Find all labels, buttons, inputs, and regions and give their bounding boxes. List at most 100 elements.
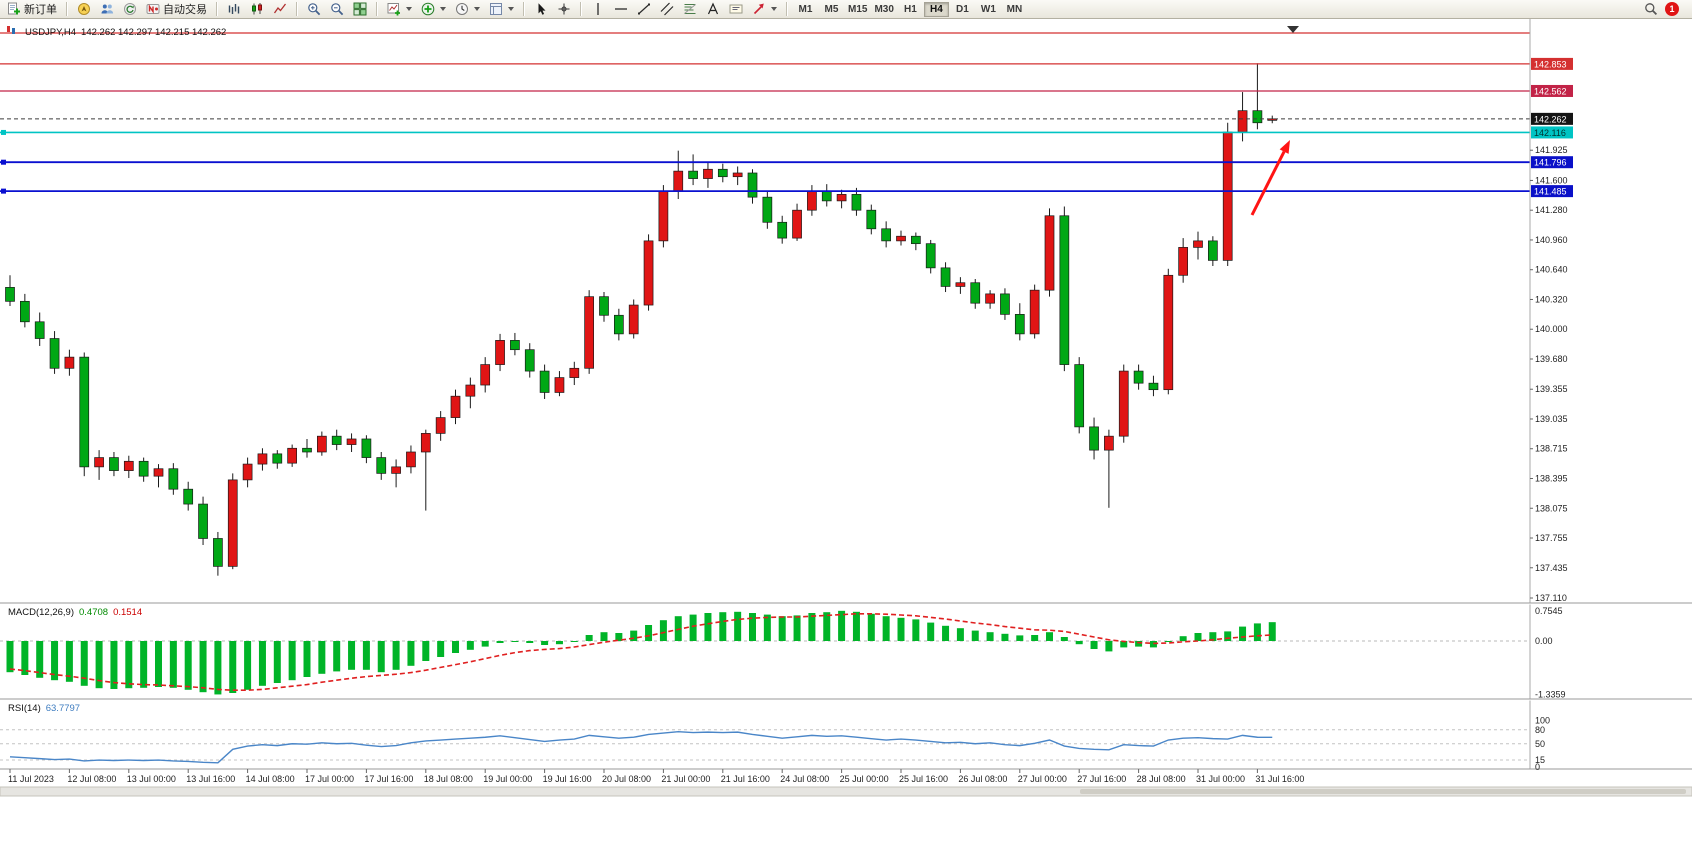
line-anchor[interactable] [1,159,6,165]
line-anchor[interactable] [1,188,6,194]
time-axis: 11 Jul 2023 12 Jul 08:00 13 Jul 00:00 13 Ju… [8,769,1304,784]
trend-arrow-annotation[interactable] [1250,140,1290,216]
new-order-button[interactable]: 新订单 [3,1,61,18]
timeframe-m5-button[interactable]: M5 [819,2,844,17]
timeframe-w1-button[interactable]: W1 [976,2,1001,17]
price-axis: 141.925 141.600 141.280 140.960 140.640 140.3… [1530,145,1568,603]
search-button[interactable] [1644,2,1658,16]
svg-text:21 Jul 16:00: 21 Jul 16:00 [721,774,770,784]
svg-text:80: 80 [1535,725,1545,735]
macd-signal-value: 0.1514 [113,607,143,618]
macd-histogram [6,610,1276,695]
chart-ohlc-title: USDJPY,H4 142.262 142.297 142.215 142.26… [6,25,226,39]
svg-text:25 Jul 00:00: 25 Jul 00:00 [840,774,889,784]
candle-down [539,370,550,393]
candle-down [272,453,283,464]
periods-button[interactable] [451,1,484,18]
svg-text:138.075: 138.075 [1535,503,1568,513]
label-tool-button[interactable] [725,1,747,18]
notifications-badge[interactable]: 1 [1665,2,1679,16]
refresh-button[interactable] [119,1,141,18]
svg-text:20 Jul 08:00: 20 Jul 08:00 [602,774,651,784]
chart-shift-marker-icon[interactable] [1287,26,1299,33]
candle-up [569,367,580,378]
svg-text:0.00: 0.00 [1535,636,1553,646]
trendline-tool-button[interactable] [633,1,655,18]
indicators-button[interactable] [417,1,450,18]
candle-down [940,267,951,287]
chart-canvas[interactable]: 142.853 142.562 142.262 142.116 141.796 141.4… [0,19,1692,849]
compass-icon [77,2,91,16]
templates-button[interactable] [485,1,518,18]
scrollbar-thumb[interactable] [1080,789,1686,794]
svg-text:-1.3359: -1.3359 [1535,689,1566,699]
auto-trading-label: 自动交易 [163,4,207,16]
timeframe-h4-button[interactable]: H4 [923,1,949,17]
arrows-tool-button[interactable] [748,1,781,18]
zoom-in-button[interactable] [303,1,325,18]
market-watch-button[interactable] [96,1,118,18]
dropdown-arrow-icon[interactable] [508,7,514,11]
toolbar-separator [786,2,788,16]
vertical-line-tool-button[interactable] [587,1,609,18]
candle-up [346,438,357,445]
timeframe-mn-button[interactable]: MN [1002,2,1027,17]
timeframe-m15-button[interactable]: M15 [845,2,870,17]
candle-up [955,282,966,287]
auto-trading-button[interactable]: 自动交易 [142,1,211,18]
svg-text:50: 50 [1535,739,1545,749]
cursor-tool-button[interactable] [530,1,552,18]
svg-text:142.262: 142.262 [1534,114,1567,124]
svg-text:25 Jul 16:00: 25 Jul 16:00 [899,774,948,784]
svg-text:28 Jul 08:00: 28 Jul 08:00 [1137,774,1186,784]
svg-text:138.395: 138.395 [1535,473,1568,483]
dropdown-arrow-icon[interactable] [474,7,480,11]
macd-main-value: 0.4708 [79,607,109,618]
new-chart-button[interactable] [383,1,416,18]
candle-down [524,349,535,372]
candle-up [1118,370,1129,437]
channel-tool-button[interactable] [656,1,678,18]
candle-up [242,463,253,481]
horizontal-line-tool-button[interactable] [610,1,632,18]
candle-up [64,356,75,369]
line-chart-icon [273,2,287,16]
dropdown-arrow-icon[interactable] [406,7,412,11]
candle-up [792,209,802,239]
candle-up [435,417,446,434]
svg-text:140.320: 140.320 [1535,294,1568,304]
people-icon [100,2,114,16]
crosshair-tool-button[interactable] [553,1,575,18]
dropdown-arrow-icon[interactable] [771,7,777,11]
tile-windows-button[interactable] [349,1,371,18]
navigator-button[interactable] [73,1,95,18]
text-tool-button[interactable] [702,1,724,18]
timeframe-h1-button[interactable]: H1 [898,2,923,17]
candle-down [1074,364,1085,428]
candle-up [554,377,565,393]
line-chart-button[interactable] [269,1,291,18]
candlestick-chart-button[interactable] [246,1,268,18]
candle-down [34,321,45,339]
timeframe-m1-button[interactable]: M1 [793,2,818,17]
timeframe-m30-button[interactable]: M30 [871,2,896,17]
candle-up [836,194,847,202]
chart-window[interactable]: 142.853 142.562 142.262 142.116 141.796 141.4… [0,19,1692,849]
zoom-out-button[interactable] [326,1,348,18]
horizontal-scrollbar[interactable] [0,786,1692,797]
svg-text:21 Jul 00:00: 21 Jul 00:00 [661,774,710,784]
dropdown-arrow-icon[interactable] [440,7,446,11]
fibonacci-tool-button[interactable] [679,1,701,18]
svg-text:11 Jul 2023: 11 Jul 2023 [8,774,54,784]
zoom-in-icon [307,2,321,16]
macd-name: MACD(12,26,9) [8,607,74,618]
candle-up [643,240,654,306]
bars-chart-button[interactable] [223,1,245,18]
chart-symbol-icon [6,25,20,39]
line-anchor[interactable] [1,129,6,135]
autotrade-icon [146,2,160,16]
candle-up [391,466,401,474]
svg-text:0: 0 [1535,762,1540,772]
timeframe-d1-button[interactable]: D1 [950,2,975,17]
